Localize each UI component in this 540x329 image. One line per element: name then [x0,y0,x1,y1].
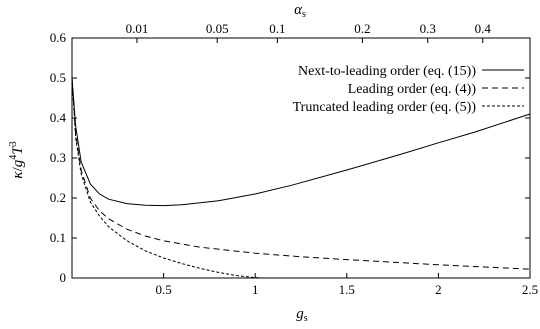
legend-label-3: Truncated leading order (eq. (5)) [293,100,477,115]
x-ticks: 0.5 1 1.5 2 2.5 [155,273,538,297]
x-tick-label: 1.5 [339,282,355,297]
top-tick-label: 0.01 [126,21,149,36]
y-axis-title: κ/g4T3 [8,141,26,178]
series-lines [71,77,531,279]
y-tick-label: 0.3 [50,150,66,165]
top-tick-label: 0.2 [354,21,370,36]
x-tick-label: 0.5 [155,282,171,297]
y-tick-label: 0.4 [50,110,67,125]
top-ticks: 0.01 0.05 0.1 0.2 0.3 0.4 [126,21,492,43]
top-axis-title: αs [294,2,306,20]
series-line-3 [71,77,265,279]
y-tick-label: 0 [60,270,67,285]
series-line-2 [71,77,531,270]
legend-label-2: Leading order (eq. (4)) [348,82,477,97]
y-tick-label: 0.5 [50,70,66,85]
top-tick-label: 0.05 [206,21,229,36]
y-tick-label: 0.2 [50,190,66,205]
top-tick-label: 0.4 [475,21,492,36]
top-tick-label: 0.1 [269,21,285,36]
top-tick-label: 0.3 [420,21,436,36]
legend: Next-to-leading order (eq. (15)) Leading … [293,64,524,115]
x-tick-label: 2 [435,282,442,297]
x-tick-label: 1 [252,282,259,297]
x-axis-title: gs [296,306,308,324]
y-tick-label: 0.6 [50,30,67,45]
x-tick-label: 2.5 [522,282,538,297]
y-tick-label: 0.1 [50,230,66,245]
legend-label-1: Next-to-leading order (eq. (15)) [298,64,476,79]
y-ticks: 0 0.1 0.2 0.3 0.4 0.5 0.6 [50,30,530,285]
series-line-1 [71,77,531,207]
